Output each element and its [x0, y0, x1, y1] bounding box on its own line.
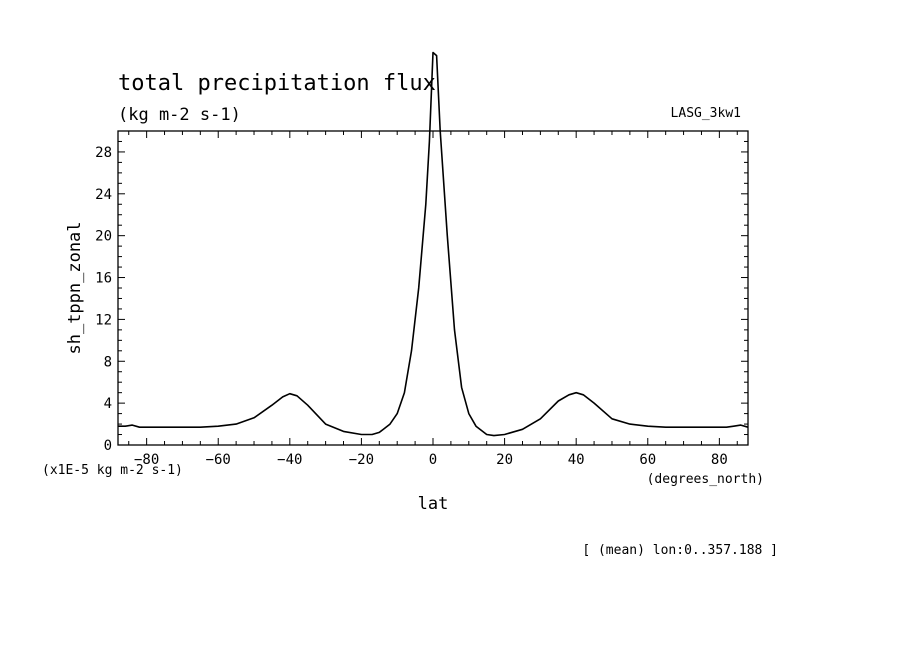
x-tick-label: −60: [206, 452, 231, 468]
y-tick-label: 0: [104, 438, 112, 454]
plot-area: −80 −60 −40 −20 0 20 40 60 80 0 4 8 12 16 20 24 28: [95, 51, 749, 468]
y-axis-units: (x1E-5 kg m-2 s-1): [42, 463, 183, 478]
y-axis-label: sh_tppn_zonal: [65, 221, 85, 354]
plot-frame: [117, 130, 749, 446]
chart-title: total precipitation flux: [118, 71, 436, 96]
y-tick-label: 12: [95, 312, 112, 328]
y-tick-label: 24: [95, 187, 112, 203]
x-tick-label: 0: [429, 452, 437, 468]
x-axis-units: (degrees_north): [647, 472, 764, 487]
x-tick-label: 40: [568, 452, 585, 468]
x-tick-label: −80: [134, 452, 159, 468]
footnote: [ (mean) lon:0..357.188 ]: [582, 543, 778, 558]
model-label: LASG_3kw1: [671, 106, 741, 121]
y-tick-label: 4: [104, 396, 112, 412]
y-tick-label: 20: [95, 229, 112, 245]
y-tick-label: 28: [95, 145, 112, 161]
x-tick-label: 60: [639, 452, 656, 468]
y-tick-label: 8: [104, 354, 112, 370]
x-tick-label: −40: [277, 452, 302, 468]
chart-subtitle: (kg m-2 s-1): [118, 105, 241, 125]
y-tick-label: 16: [95, 271, 112, 287]
x-axis-label: lat: [418, 494, 449, 514]
x-tick-label: 80: [711, 452, 728, 468]
x-tick-label: −20: [349, 452, 374, 468]
x-tick-label: 20: [496, 452, 513, 468]
series-line: [118, 51, 749, 437]
